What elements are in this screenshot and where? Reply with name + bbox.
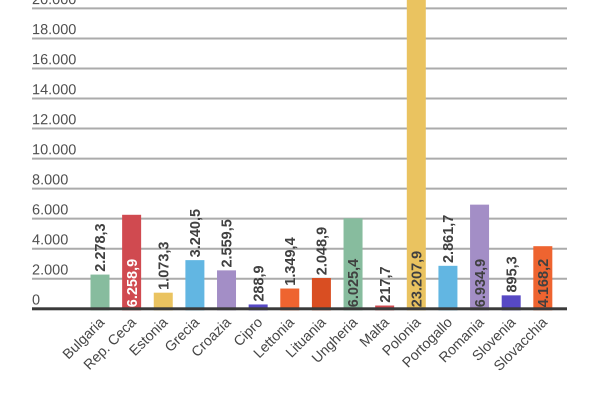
svg-text:8.000: 8.000	[32, 172, 68, 188]
svg-text:2.278,3: 2.278,3	[93, 223, 109, 271]
svg-text:16.000: 16.000	[32, 52, 76, 68]
svg-text:14.000: 14.000	[32, 82, 76, 98]
svg-text:217,7: 217,7	[378, 266, 394, 302]
svg-text:6.025,4: 6.025,4	[346, 259, 362, 307]
svg-text:23.207,9: 23.207,9	[410, 251, 426, 307]
svg-text:0: 0	[32, 293, 40, 309]
svg-text:2.000: 2.000	[32, 262, 68, 278]
svg-text:2.559,5: 2.559,5	[220, 219, 236, 267]
svg-text:12.000: 12.000	[32, 112, 76, 128]
svg-text:4.000: 4.000	[32, 232, 68, 248]
svg-text:895,3: 895,3	[504, 256, 520, 292]
svg-text:18.000: 18.000	[32, 22, 76, 38]
svg-text:6.000: 6.000	[32, 202, 68, 218]
svg-text:10.000: 10.000	[32, 142, 76, 158]
svg-text:1.349,4: 1.349,4	[283, 237, 299, 285]
svg-text:2.861,7: 2.861,7	[441, 215, 457, 263]
svg-text:6.258,9: 6.258,9	[125, 259, 141, 307]
svg-text:1.073,3: 1.073,3	[156, 241, 172, 289]
svg-text:288,9: 288,9	[251, 265, 267, 301]
svg-text:20.000: 20.000	[32, 0, 76, 8]
svg-text:3.240,5: 3.240,5	[188, 209, 204, 257]
svg-text:4.168,2: 4.168,2	[536, 259, 552, 307]
svg-text:6.934,9: 6.934,9	[473, 259, 489, 307]
svg-text:2.048,9: 2.048,9	[315, 227, 331, 275]
